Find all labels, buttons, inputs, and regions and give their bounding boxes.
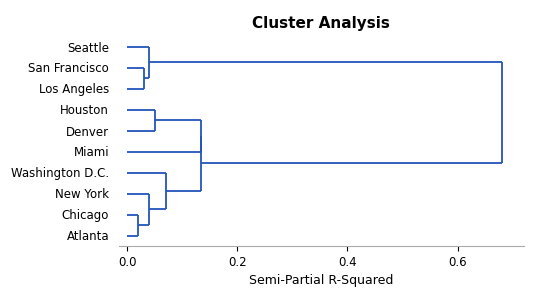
X-axis label: Semi-Partial R-Squared: Semi-Partial R-Squared [249, 274, 394, 287]
Title: Cluster Analysis: Cluster Analysis [252, 16, 390, 31]
